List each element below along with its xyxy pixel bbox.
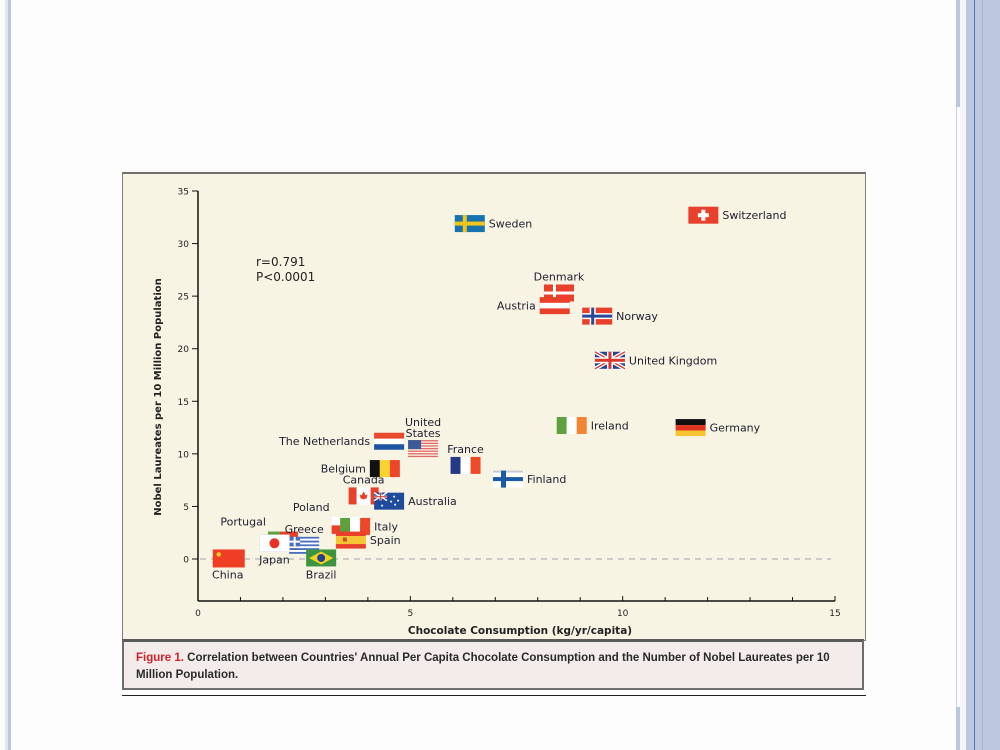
point-label-finland: Finland [527, 473, 566, 486]
point-flag-the-netherlands [374, 432, 405, 450]
axes: 0 5 10 15 20 25 30 35 0 5 10 15 [178, 188, 841, 620]
point-label-germany: Germany [710, 422, 761, 435]
y-tick-label: 25 [178, 293, 189, 303]
plot-frame: 0 5 10 15 20 25 30 35 0 5 10 15 Switzerland Sweden De… [122, 172, 866, 641]
point-label-sweden: Sweden [489, 218, 532, 231]
point-flag-switzerland [688, 206, 719, 224]
point-flag-japan [259, 534, 290, 552]
point-label-united-kingdom: United Kingdom [629, 354, 717, 367]
point-label-switzerland: Switzerland [722, 209, 786, 222]
point-label-australia: Australia [408, 495, 457, 508]
y-axis-label: Nobel Laureates per 10 Million Populatio… [153, 278, 164, 516]
y-tick-label: 20 [178, 345, 190, 355]
point-flag-greece [289, 536, 320, 554]
point-label-japan: Japan [258, 554, 290, 567]
annotation-p: P<0.0001 [256, 270, 315, 284]
point-label-spain: Spain [370, 534, 401, 547]
slide-border-left [5, 0, 8, 750]
scatter-chart: 0 5 10 15 20 25 30 35 0 5 10 15 Switzerland Sweden De… [153, 188, 841, 638]
point-flag-norway [582, 307, 613, 325]
figure-bottom-rule [122, 695, 866, 696]
point-flag-brazil [306, 549, 337, 567]
y-tick-label: 0 [183, 556, 189, 566]
y-tick-label: 10 [178, 450, 190, 460]
annotation-r: r=0.791 [256, 255, 305, 269]
slide-border-right-line [956, 107, 957, 707]
y-tick-label: 15 [178, 398, 189, 408]
point-label-united-states: United [405, 416, 441, 429]
x-tick-label: 10 [617, 609, 629, 619]
point-flag-australia [373, 492, 405, 510]
point-flag-austria [539, 297, 570, 315]
x-tick-label: 5 [407, 609, 413, 619]
slide-border-right-bottom [956, 707, 960, 750]
slide-border-right-band-line2 [982, 0, 983, 750]
figure: 0 5 10 15 20 25 30 35 0 5 10 15 Switzerland Sweden De… [122, 172, 866, 693]
point-label-denmark: Denmark [534, 270, 585, 283]
point-label-united-states-line2: States [406, 427, 441, 440]
y-tick-label: 35 [178, 188, 189, 198]
slide-border-right-top [956, 0, 960, 107]
data-points: Switzerland Sweden Denmark Austria Norway Uni… [212, 206, 787, 581]
point-flag-united-kingdom [593, 350, 626, 371]
point-label-greece: Greece [285, 523, 324, 536]
point-label-italy: Italy [374, 520, 398, 533]
point-flag-china [212, 549, 245, 568]
caption-text: Correlation between Countries' Annual Pe… [136, 652, 830, 681]
point-label-the-netherlands: The Netherlands [278, 435, 370, 448]
x-tick-label: 15 [829, 609, 840, 619]
point-label-france: France [447, 443, 484, 456]
point-flag-germany [675, 419, 706, 437]
point-label-norway: Norway [616, 310, 658, 323]
point-flag-italy [340, 517, 371, 535]
point-flag-spain [335, 531, 366, 549]
point-label-belgium: Belgium [321, 463, 366, 476]
point-label-poland: Poland [293, 501, 330, 514]
point-flag-belgium [369, 460, 400, 478]
slide-border-gap [960, 0, 966, 750]
x-tick-label: 0 [195, 609, 201, 619]
point-label-china: China [212, 568, 243, 581]
figure-caption: Figure 1. Correlation between Countries'… [122, 639, 864, 690]
x-axis-label: Chocolate Consumption (kg/yr/capita) [408, 625, 632, 637]
point-label-canada: Canada [343, 473, 385, 486]
y-tick-label: 30 [178, 240, 190, 250]
slide-border-right-band-line [974, 0, 975, 750]
point-label-ireland: Ireland [591, 419, 629, 432]
point-flag-united-states [408, 440, 439, 458]
point-label-portugal: Portugal [220, 516, 266, 529]
caption-label: Figure 1. [136, 652, 184, 664]
point-label-brazil: Brazil [306, 568, 337, 581]
y-tick-label: 5 [183, 503, 189, 513]
point-flag-sweden [454, 215, 485, 233]
point-label-austria: Austria [497, 300, 536, 313]
point-flag-ireland [556, 416, 587, 434]
point-flag-france [450, 456, 481, 474]
slide-border-right-band [966, 0, 1000, 750]
point-flag-finland [493, 470, 524, 488]
slide-border-left-accent [8, 0, 11, 750]
